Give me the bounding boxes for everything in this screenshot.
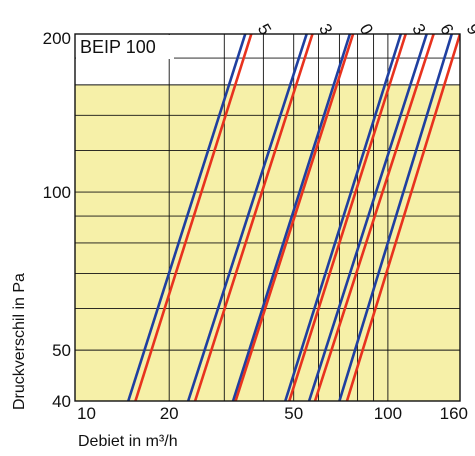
series-line-red: [288, 34, 407, 401]
x-tick-label: 50: [284, 404, 303, 423]
x-tick-label: 160: [440, 404, 468, 423]
series-line-blue: [284, 34, 403, 401]
series-line-blue: [127, 34, 247, 401]
chart-title: BEIP 100: [80, 37, 156, 57]
y-axis-label: Druckverschil in Pa: [11, 273, 28, 410]
series-lines: [127, 34, 460, 401]
grid: [75, 34, 460, 401]
y-tick-label: 50: [52, 341, 71, 360]
x-axis-label: Debiet in m³/h: [78, 433, 178, 450]
position-label: 9: [463, 21, 475, 39]
plot-frame: [74, 33, 461, 402]
series-line-blue: [186, 34, 308, 401]
position-label: 5: [254, 21, 275, 39]
series-line-blue: [307, 34, 428, 401]
x-tick-label: 10: [77, 404, 96, 423]
series-line-blue: [338, 34, 454, 401]
series-line-red: [134, 34, 253, 401]
axis-ticks: 10 20 50 100 160 40 50 100 200: [43, 29, 468, 423]
y-tick-label: 100: [43, 183, 71, 202]
x-tick-label: 100: [374, 404, 402, 423]
series-line-red: [313, 34, 435, 401]
y-tick-label: 40: [52, 392, 71, 411]
y-tick-label: 200: [43, 29, 71, 48]
series-line-red: [234, 34, 355, 401]
title-box: BEIP 100: [76, 35, 174, 59]
series-line-blue: [231, 34, 352, 401]
title-background: [76, 35, 174, 59]
position-label: 6: [436, 21, 457, 39]
series-line-red: [193, 34, 314, 401]
series-line-red: [345, 34, 460, 401]
x-tick-label: 20: [160, 404, 179, 423]
